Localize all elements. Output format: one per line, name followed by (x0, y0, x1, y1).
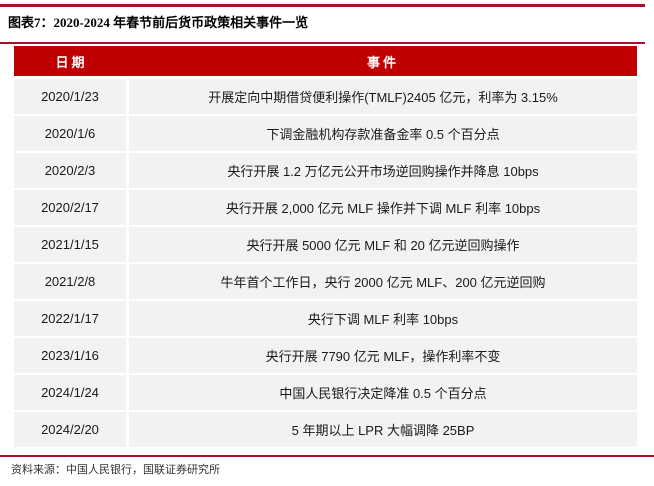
date-cell: 2021/1/15 (14, 227, 129, 264)
event-cell: 牛年首个工作日，央行 2000 亿元 MLF、200 亿元逆回购 (129, 264, 637, 301)
table-row: 2021/1/15 央行开展 5000 亿元 MLF 和 20 亿元逆回购操作 (14, 227, 637, 264)
title-underline-rule (0, 42, 645, 44)
table-row: 2021/2/8 牛年首个工作日，央行 2000 亿元 MLF、200 亿元逆回购 (14, 264, 637, 301)
table-row: 2023/1/16 央行开展 7790 亿元 MLF，操作利率不变 (14, 338, 637, 375)
date-cell: 2020/2/3 (14, 153, 129, 190)
event-cell: 下调金融机构存款准备金率 0.5 个百分点 (129, 116, 637, 153)
events-table: 日期 事件 2020/1/23 开展定向中期借贷便利操作(TMLF)2405 亿元… (14, 46, 637, 449)
date-cell: 2024/1/24 (14, 375, 129, 412)
top-rule (0, 4, 645, 7)
event-cell: 央行开展 2,000 亿元 MLF 操作并下调 MLF 利率 10bps (129, 190, 637, 227)
table-body: 2020/1/23 开展定向中期借贷便利操作(TMLF)2405 亿元，利率为 3… (14, 79, 637, 449)
event-cell: 央行下调 MLF 利率 10bps (129, 301, 637, 338)
event-cell: 央行开展 5000 亿元 MLF 和 20 亿元逆回购操作 (129, 227, 637, 264)
date-cell: 2022/1/17 (14, 301, 129, 338)
column-header-event: 事件 (129, 46, 637, 79)
table-row: 2022/1/17 央行下调 MLF 利率 10bps (14, 301, 637, 338)
table-row: 2020/2/3 央行开展 1.2 万亿元公开市场逆回购操作并降息 10bps (14, 153, 637, 190)
event-cell: 开展定向中期借贷便利操作(TMLF)2405 亿元，利率为 3.15% (129, 79, 637, 116)
table-header-row: 日期 事件 (14, 46, 637, 79)
event-cell: 5 年期以上 LPR 大幅调降 25BP (129, 412, 637, 449)
table-row: 2020/1/23 开展定向中期借贷便利操作(TMLF)2405 亿元，利率为 3… (14, 79, 637, 116)
table-row: 2020/1/6 下调金融机构存款准备金率 0.5 个百分点 (14, 116, 637, 153)
event-cell: 央行开展 7790 亿元 MLF，操作利率不变 (129, 338, 637, 375)
date-cell: 2024/2/20 (14, 412, 129, 449)
source-note: 资料来源：中国人民银行，国联证券研究所 (11, 464, 220, 476)
bottom-rule (0, 455, 654, 457)
date-cell: 2021/2/8 (14, 264, 129, 301)
table-row: 2024/2/20 5 年期以上 LPR 大幅调降 25BP (14, 412, 637, 449)
table-row: 2024/1/24 中国人民银行决定降准 0.5 个百分点 (14, 375, 637, 412)
column-header-date: 日期 (14, 46, 129, 79)
event-cell: 央行开展 1.2 万亿元公开市场逆回购操作并降息 10bps (129, 153, 637, 190)
table-row: 2020/2/17 央行开展 2,000 亿元 MLF 操作并下调 MLF 利率 … (14, 190, 637, 227)
date-cell: 2020/1/23 (14, 79, 129, 116)
date-cell: 2023/1/16 (14, 338, 129, 375)
event-cell: 中国人民银行决定降准 0.5 个百分点 (129, 375, 637, 412)
date-cell: 2020/2/17 (14, 190, 129, 227)
date-cell: 2020/1/6 (14, 116, 129, 153)
figure-title: 图表7：2020-2024 年春节前后货币政策相关事件一览 (8, 15, 309, 30)
